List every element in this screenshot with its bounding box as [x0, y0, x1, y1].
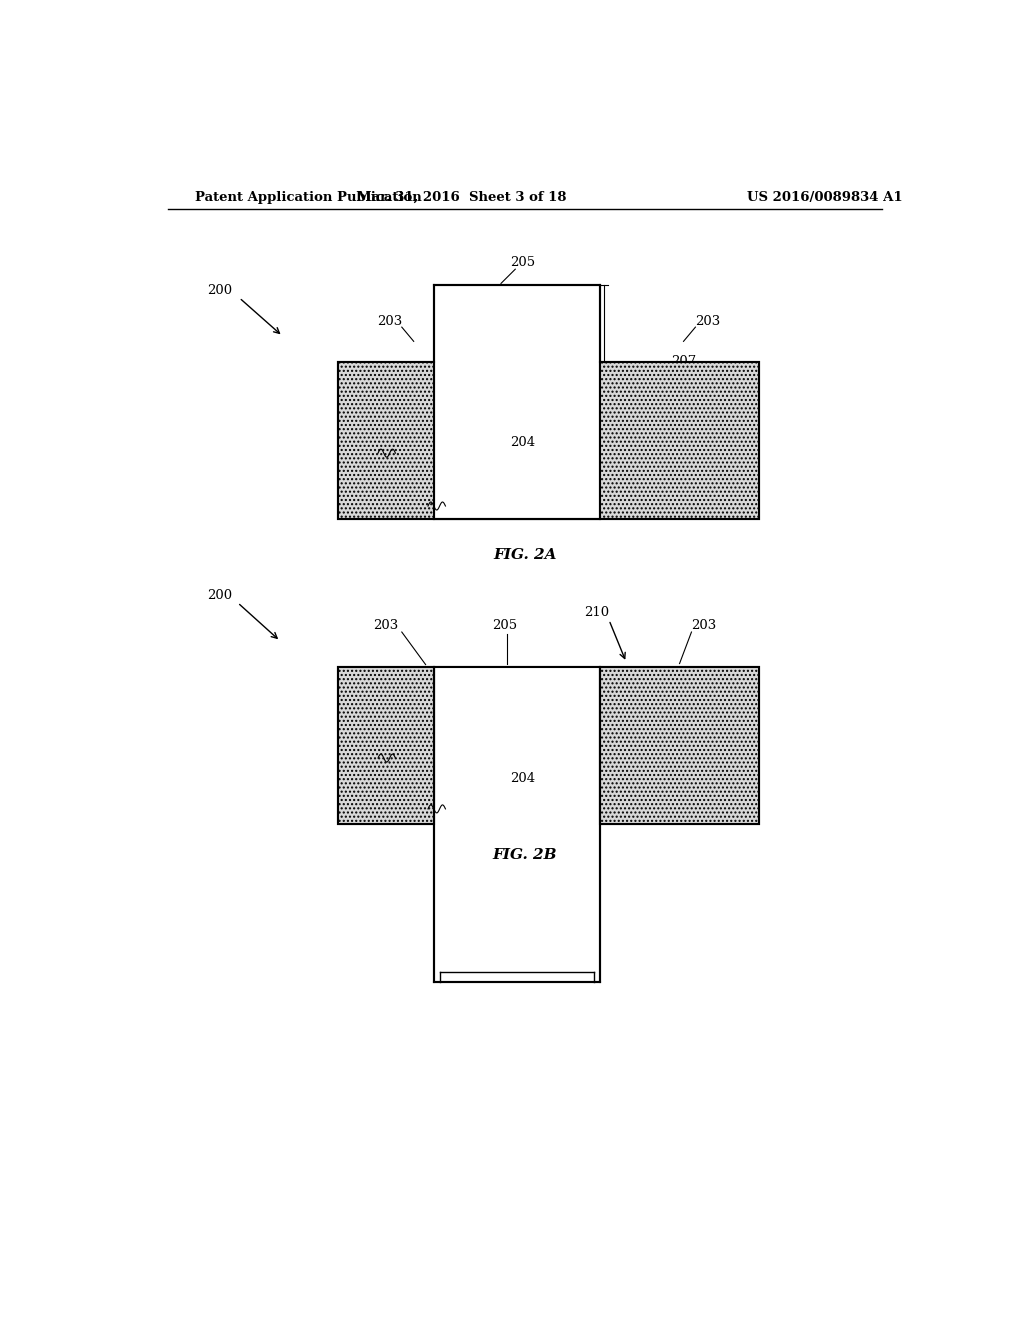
Text: 208: 208	[403, 803, 429, 816]
Text: FIG. 2B: FIG. 2B	[493, 847, 557, 862]
Text: 206: 206	[353, 446, 379, 459]
Text: 202: 202	[688, 446, 714, 459]
Text: Patent Application Publication: Patent Application Publication	[196, 190, 422, 203]
Bar	[600, 667, 759, 824]
Text: Mar. 31, 2016  Sheet 3 of 18: Mar. 31, 2016 Sheet 3 of 18	[356, 190, 566, 203]
Bar	[338, 362, 759, 519]
Text: 200: 200	[207, 589, 231, 602]
Text: 207: 207	[672, 355, 697, 368]
Text: 204: 204	[510, 437, 535, 450]
Bar	[600, 362, 759, 519]
Text: 203: 203	[377, 314, 402, 327]
Text: 210: 210	[584, 606, 609, 619]
Bar	[338, 362, 433, 519]
Bar	[338, 667, 759, 824]
Text: 203: 203	[694, 314, 720, 327]
Bar	[338, 667, 433, 824]
Text: FIG. 2A: FIG. 2A	[493, 548, 557, 562]
Text: 204: 204	[510, 772, 535, 785]
Text: 203: 203	[691, 619, 716, 632]
Text: 205: 205	[493, 619, 517, 632]
Text: 200: 200	[207, 284, 231, 297]
Text: 208: 208	[403, 499, 429, 512]
Text: 205: 205	[510, 256, 535, 268]
Text: 206: 206	[353, 751, 379, 764]
Text: 203: 203	[374, 619, 398, 632]
Text: US 2016/0089834 A1: US 2016/0089834 A1	[748, 190, 902, 203]
Bar	[433, 667, 600, 982]
Text: 202: 202	[688, 751, 714, 764]
Bar	[433, 285, 600, 519]
